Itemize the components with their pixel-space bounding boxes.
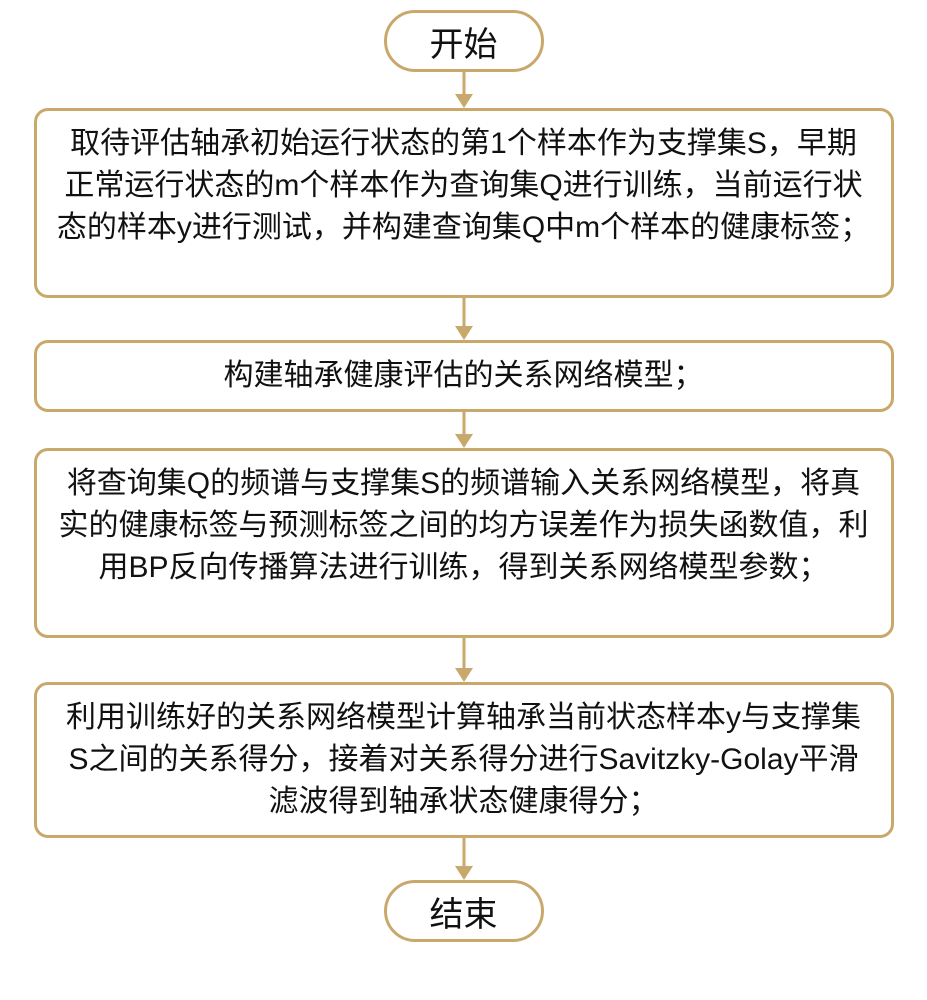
step4-label: 利用训练好的关系网络模型计算轴承当前状态样本y与支撑集S之间的关系得分，接着对关… bbox=[66, 701, 861, 818]
arrow-4 bbox=[462, 838, 465, 880]
step3-node: 将查询集Q的频谱与支撑集S的频谱输入关系网络模型，将真实的健康标签与预测标签之间… bbox=[34, 448, 894, 638]
step4-node: 利用训练好的关系网络模型计算轴承当前状态样本y与支撑集S之间的关系得分，接着对关… bbox=[34, 682, 894, 838]
arrow-1 bbox=[462, 298, 465, 340]
arrow-0 bbox=[462, 72, 465, 108]
start-label: 开始 bbox=[430, 17, 498, 66]
end-label: 结束 bbox=[430, 887, 498, 936]
step2-label: 构建轴承健康评估的关系网络模型； bbox=[224, 359, 704, 392]
end-node: 结束 bbox=[384, 880, 544, 942]
step3-label: 将查询集Q的频谱与支撑集S的频谱输入关系网络模型，将真实的健康标签与预测标签之间… bbox=[59, 467, 869, 584]
flowchart-container: 开始 取待评估轴承初始运行状态的第1个样本作为支撑集S，早期正常运行状态的m个样… bbox=[34, 10, 894, 942]
step1-label: 取待评估轴承初始运行状态的第1个样本作为支撑集S，早期正常运行状态的m个样本作为… bbox=[57, 127, 870, 244]
start-node: 开始 bbox=[384, 10, 544, 72]
arrow-2 bbox=[462, 412, 465, 448]
arrow-3 bbox=[462, 638, 465, 682]
step1-node: 取待评估轴承初始运行状态的第1个样本作为支撑集S，早期正常运行状态的m个样本作为… bbox=[34, 108, 894, 298]
step2-node: 构建轴承健康评估的关系网络模型； bbox=[34, 340, 894, 412]
